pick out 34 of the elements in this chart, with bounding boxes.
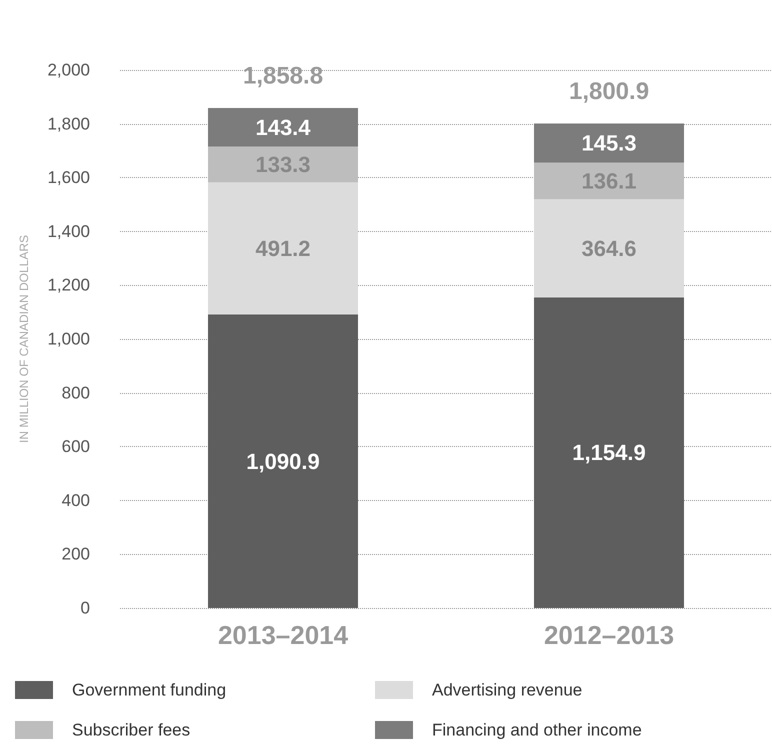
y-tick-label: 800 <box>62 383 90 402</box>
data-label: 491.2 <box>255 236 311 261</box>
y-tick-label: 200 <box>62 544 90 564</box>
data-label: 143.4 <box>255 114 312 140</box>
y-tick-label: 1,600 <box>47 168 90 188</box>
y-axis-title: IN MILLION OF CANADIAN DOLLARS <box>17 234 31 444</box>
y-tick-label: 400 <box>62 490 90 510</box>
legend-label: Financing and other income <box>432 720 642 740</box>
x-tick-label: 2012–2013 <box>544 620 674 650</box>
bar <box>534 199 684 298</box>
y-tick-label: 2,000 <box>47 60 90 80</box>
y-tick-label: 600 <box>62 437 90 456</box>
data-label: 1,154.9 <box>572 440 646 466</box>
bar <box>534 124 684 163</box>
data-label: 364.6 <box>581 236 637 261</box>
bar <box>208 314 358 608</box>
legend-label: Subscriber fees <box>72 720 190 740</box>
bar <box>208 108 358 147</box>
x-tick-label: 2013–2014 <box>218 620 349 650</box>
bar <box>208 182 358 315</box>
bar <box>534 297 684 608</box>
data-label: 145.3 <box>581 130 637 156</box>
bar <box>534 162 684 200</box>
y-tick-label: 1,200 <box>47 276 90 295</box>
total-label: 1,800.9 <box>568 78 650 106</box>
data-label: 1,090.9 <box>246 448 320 474</box>
bar <box>208 146 358 182</box>
y-tick-label: 0 <box>80 598 90 618</box>
y-tick-label: 1,000 <box>47 330 90 348</box>
y-tick-label: 1,800 <box>47 114 90 134</box>
legend-label: Advertising revenue <box>432 680 582 700</box>
y-tick-label: 1,400 <box>47 222 90 241</box>
legend-label: Government funding <box>72 680 226 700</box>
total-label: 1,858.8 <box>242 62 324 90</box>
